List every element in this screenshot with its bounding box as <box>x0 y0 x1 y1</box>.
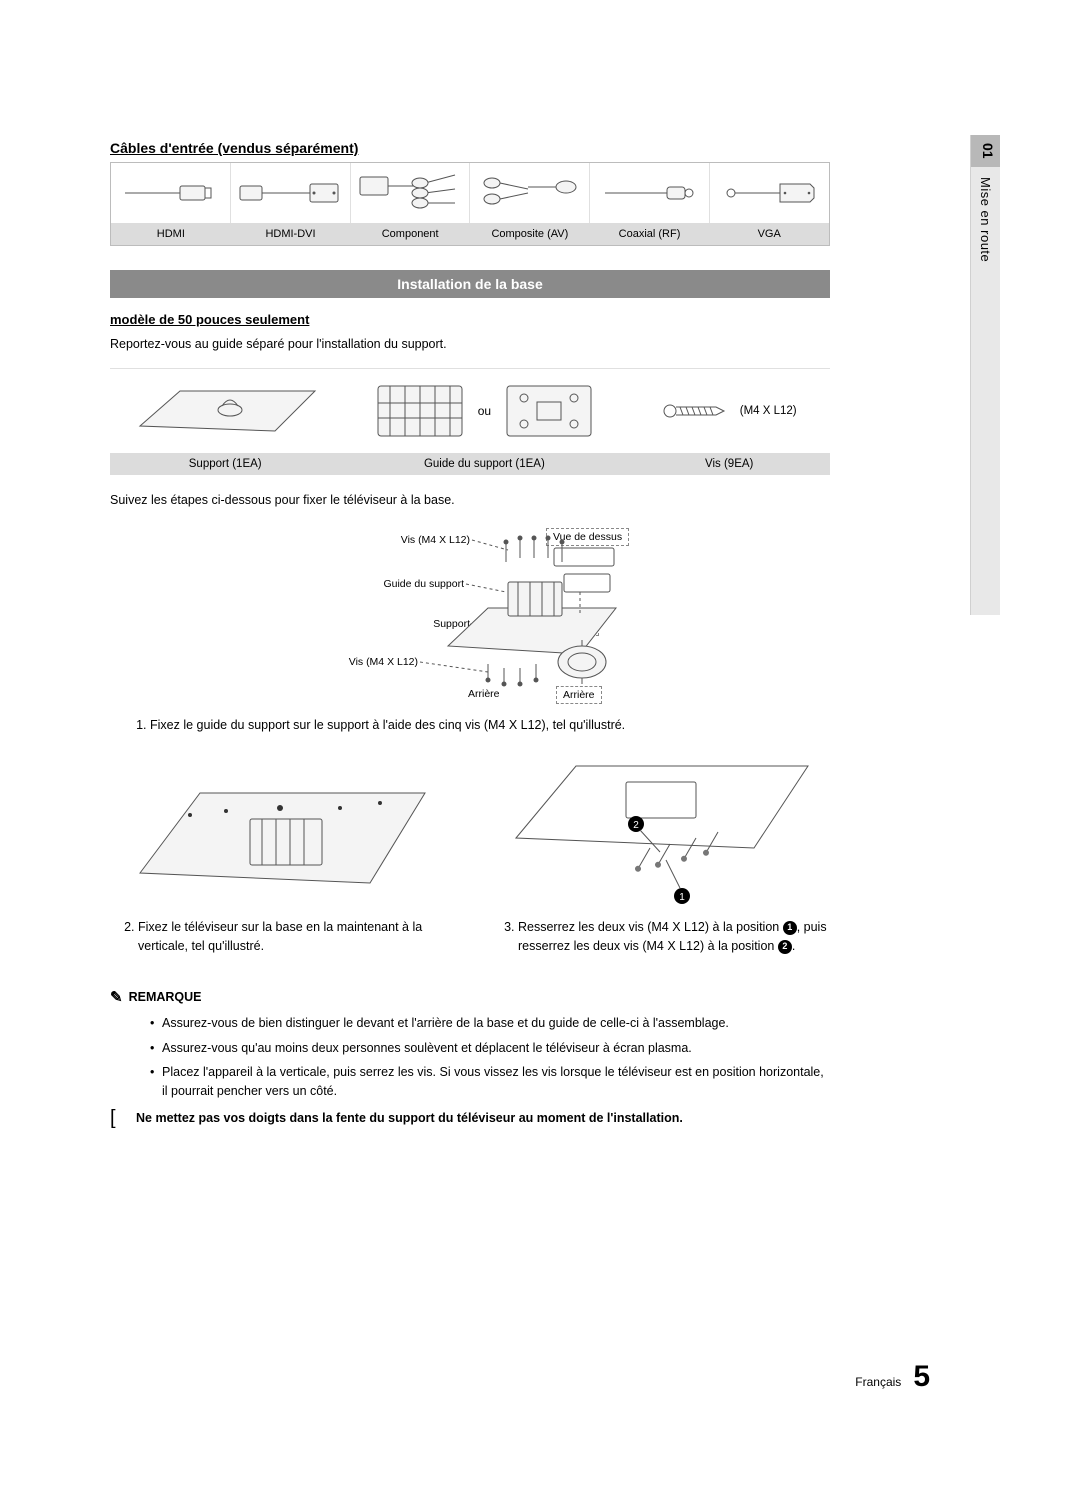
svg-text:1: 1 <box>679 892 685 903</box>
part-figure-screw: (M4 X L12) <box>628 369 830 453</box>
cable-figure-component <box>351 163 471 223</box>
screw-spec: (M4 X L12) <box>740 405 797 417</box>
follow-steps-text: Suivez les étapes ci-dessous pour fixer … <box>110 491 830 510</box>
cable-figure-vga <box>710 163 829 223</box>
chapter-number: 01 <box>971 135 1000 167</box>
cable-figure-hdmi <box>111 163 231 223</box>
refer-guide-text: Reportez-vous au guide séparé pour l'ins… <box>110 335 830 354</box>
assembly-diagram: Vis (M4 X L12) Guide du support Support … <box>110 526 830 706</box>
step-text: Fixez le guide du support sur le support… <box>150 718 625 732</box>
part-label: Vis (9EA) <box>628 453 830 475</box>
step-1: Fixez le guide du support sur le support… <box>150 716 830 735</box>
step-3: Resserrez les deux vis (M4 X L12) à la p… <box>518 918 830 956</box>
cable-label: Coaxial (RF) <box>590 223 710 245</box>
part-figure-support <box>110 369 340 453</box>
cable-label: HDMI <box>111 223 231 245</box>
callout-2-icon: 2 <box>778 940 792 954</box>
or-label: ou <box>478 404 491 418</box>
cable-label: Composite (AV) <box>470 223 590 245</box>
part-label: Guide du support (1EA) <box>340 453 628 475</box>
step-text: . <box>792 939 795 953</box>
part-label: Support (1EA) <box>110 453 340 475</box>
cable-figure-hdmi-dvi <box>231 163 351 223</box>
step-text: Fixez le téléviseur sur la base en la ma… <box>138 920 422 953</box>
remark-item: Placez l'appareil à la verticale, puis s… <box>150 1063 830 1101</box>
page-number: 5 <box>913 1360 930 1394</box>
figure-step2 <box>110 748 450 918</box>
chapter-tab: 01 Mise en route <box>970 135 1000 615</box>
svg-text:2: 2 <box>633 820 639 831</box>
install-header: Installation de la base <box>110 270 830 298</box>
cable-label: HDMI-DVI <box>231 223 351 245</box>
remark-item: Assurez-vous qu'au moins deux personnes … <box>150 1039 830 1058</box>
cable-label: VGA <box>709 223 829 245</box>
parts-table: ou (M4 X L12) <box>110 368 830 475</box>
cables-heading: Câbles d'entrée (vendus séparément) <box>110 140 830 156</box>
part-figure-guide: ou <box>340 369 628 453</box>
chapter-label: Mise en route <box>978 177 993 262</box>
remark-title: REMARQUE <box>129 990 202 1004</box>
cable-figure-coaxial <box>590 163 710 223</box>
figure-step3: 2 1 <box>490 748 830 918</box>
step-2: Fixez le téléviseur sur la base en la ma… <box>138 918 450 956</box>
cables-table: HDMI HDMI-DVI Component Composite (AV) C… <box>110 162 830 246</box>
remark-heading: ✎ REMARQUE <box>110 988 830 1006</box>
model-note: modèle de 50 pouces seulement <box>110 312 830 327</box>
cable-figure-composite <box>470 163 590 223</box>
callout-1-icon: 1 <box>783 921 797 935</box>
cable-label: Component <box>350 223 470 245</box>
remark-item: Assurez-vous de bien distinguer le devan… <box>150 1014 830 1033</box>
page-footer: Français 5 <box>855 1360 930 1394</box>
footer-language: Français <box>855 1375 901 1389</box>
note-icon: ✎ <box>110 988 123 1006</box>
step-text: Resserrez les deux vis (M4 X L12) à la p… <box>518 920 783 934</box>
warning-line: Ne mettez pas vos doigts dans la fente d… <box>110 1111 830 1125</box>
